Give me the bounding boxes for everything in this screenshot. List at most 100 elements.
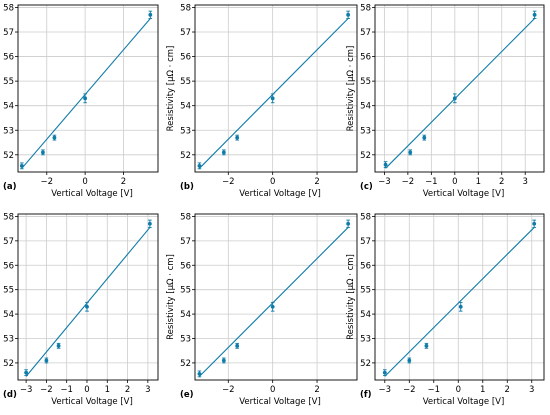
x-tick-label: 1 xyxy=(476,177,481,187)
plot-frame xyxy=(194,4,358,173)
y-tick-label: 58 xyxy=(360,3,371,13)
y-tick-label: 53 xyxy=(360,335,371,345)
y-tick-label: 55 xyxy=(180,77,191,87)
x-tick-label: 1 xyxy=(480,385,485,395)
y-tick-label: 52 xyxy=(180,359,191,369)
y-tick-label: 53 xyxy=(360,126,371,136)
x-tick-label: 0 xyxy=(452,177,457,187)
data-point xyxy=(458,304,463,309)
data-point xyxy=(452,96,457,101)
y-tick-label: 57 xyxy=(180,237,191,247)
data-point xyxy=(270,304,275,309)
data-point xyxy=(221,150,226,155)
y-tick-label: 57 xyxy=(3,28,14,38)
data-point xyxy=(424,343,429,348)
y-axis-label: Resistivity [μΩ · cm] xyxy=(346,254,356,340)
x-axis-label: Vertical Voltage [V] xyxy=(51,397,133,407)
x-tick-label: 2 xyxy=(314,177,319,187)
x-tick-label: 0 xyxy=(82,177,87,187)
y-tick-label: 56 xyxy=(3,261,14,271)
y-tick-label: 53 xyxy=(180,126,191,136)
y-tick-label: 52 xyxy=(360,359,371,369)
data-point xyxy=(197,163,202,168)
x-tick-label: 2 xyxy=(125,385,130,395)
y-tick-label: 54 xyxy=(180,310,191,320)
fit-line xyxy=(385,18,536,169)
data-point xyxy=(346,12,351,17)
y-tick-label: 55 xyxy=(360,286,371,296)
x-tick-label: 0 xyxy=(270,177,275,187)
y-tick-label: 56 xyxy=(3,53,14,63)
data-point xyxy=(197,371,202,376)
x-axis-label: Vertical Voltage [V] xyxy=(51,189,133,199)
x-tick-label: −2 xyxy=(40,385,53,395)
y-tick-label: 57 xyxy=(360,28,371,38)
y-tick-label: 52 xyxy=(180,151,191,161)
fit-line xyxy=(21,18,151,169)
fit-line xyxy=(199,227,349,377)
y-tick-label: 56 xyxy=(180,261,191,271)
y-tick-label: 54 xyxy=(360,102,371,112)
data-point xyxy=(532,12,537,17)
y-tick-label: 55 xyxy=(180,286,191,296)
plot-frame xyxy=(17,213,159,381)
x-tick-label: 1 xyxy=(105,385,110,395)
y-tick-label: 56 xyxy=(360,53,371,63)
x-axis-label: Vertical Voltage [V] xyxy=(423,397,505,407)
data-point xyxy=(532,221,537,226)
data-point xyxy=(83,96,88,101)
fit-line xyxy=(199,18,349,169)
panel-label: (f) xyxy=(360,390,372,400)
plot-frame xyxy=(17,4,159,173)
chart-panel: −3 −2 −1 0 1 2 3 52 53 54 55 56 57 58 Vertical Voltage… xyxy=(346,3,545,199)
chart-panel: −3 −2 −1 0 1 2 3 52 53 54 55 56 57 58 Vertical Voltage… xyxy=(346,212,545,407)
x-tick-label: 3 xyxy=(523,177,528,187)
x-tick-label: −3 xyxy=(378,177,391,187)
y-tick-label: 54 xyxy=(3,310,14,320)
x-tick-label: 2 xyxy=(314,385,319,395)
x-axis-label: Vertical Voltage [V] xyxy=(423,189,505,199)
x-tick-label: −1 xyxy=(425,177,438,187)
data-point xyxy=(408,150,413,155)
x-tick-label: 0 xyxy=(84,385,89,395)
data-point xyxy=(407,358,412,363)
x-tick-label: −2 xyxy=(222,177,235,187)
y-tick-label: 52 xyxy=(3,359,14,369)
x-tick-label: 2 xyxy=(499,177,504,187)
x-tick-label: −2 xyxy=(402,177,415,187)
data-point xyxy=(221,358,226,363)
y-tick-label: 53 xyxy=(3,335,14,345)
y-tick-label: 53 xyxy=(180,335,191,345)
data-point xyxy=(235,135,240,140)
panel-label: (a) xyxy=(3,182,17,192)
data-point xyxy=(383,162,388,167)
y-axis-label: Resistivity [μΩ · cm] xyxy=(166,46,176,132)
data-point xyxy=(147,221,152,226)
y-tick-label: 58 xyxy=(180,212,191,222)
x-tick-label: 2 xyxy=(121,177,126,187)
data-point xyxy=(148,12,153,17)
data-point xyxy=(422,135,427,140)
x-tick-label: −3 xyxy=(20,385,33,395)
y-axis-label: Resistivity [μΩ · cm] xyxy=(166,254,176,340)
x-tick-label: −2 xyxy=(222,385,235,395)
data-point xyxy=(52,135,57,140)
panel-label: (b) xyxy=(180,182,194,192)
data-point xyxy=(85,304,89,309)
x-tick-label: −3 xyxy=(379,385,392,395)
y-tick-label: 58 xyxy=(180,3,191,13)
data-point xyxy=(19,163,24,168)
panel-label: (c) xyxy=(360,182,373,192)
data-point xyxy=(41,150,45,155)
x-tick-label: −1 xyxy=(60,385,73,395)
y-tick-label: 56 xyxy=(360,261,371,271)
y-axis-label: Resistivity [μΩ · cm] xyxy=(346,46,356,132)
data-point xyxy=(382,370,387,375)
x-tick-label: −2 xyxy=(41,177,54,187)
x-tick-label: 3 xyxy=(145,385,150,395)
y-tick-label: 57 xyxy=(180,28,191,38)
plot-frame xyxy=(194,213,358,381)
y-tick-label: 57 xyxy=(360,237,371,247)
